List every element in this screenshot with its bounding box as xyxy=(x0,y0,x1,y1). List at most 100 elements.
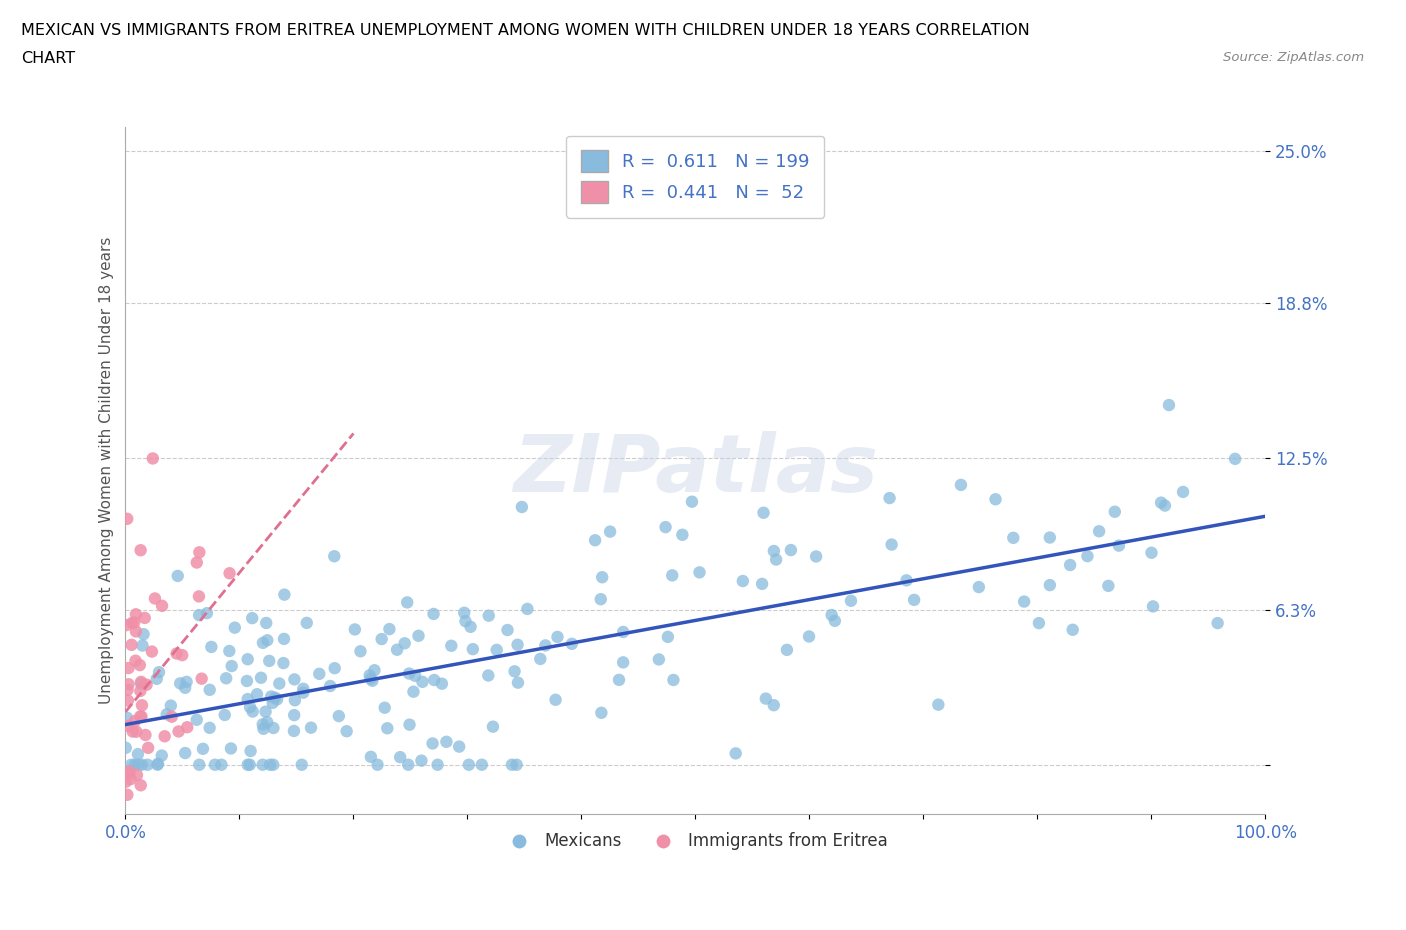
Point xyxy=(477,668,499,683)
Point xyxy=(176,720,198,735)
Point xyxy=(292,682,315,697)
Point xyxy=(374,700,396,715)
Point xyxy=(583,533,606,548)
Point xyxy=(1039,578,1062,592)
Point xyxy=(117,683,139,698)
Point xyxy=(134,610,156,625)
Point xyxy=(120,757,142,772)
Point xyxy=(259,757,281,772)
Point xyxy=(160,698,183,713)
Point xyxy=(599,525,621,539)
Point xyxy=(236,692,259,707)
Point xyxy=(454,614,477,629)
Point xyxy=(501,757,523,772)
Point xyxy=(612,655,634,670)
Point xyxy=(457,757,479,772)
Point xyxy=(752,505,775,520)
Point xyxy=(967,579,990,594)
Point xyxy=(1108,538,1130,553)
Point xyxy=(780,542,803,557)
Point xyxy=(323,549,346,564)
Point xyxy=(124,653,146,668)
Point xyxy=(485,643,508,658)
Point xyxy=(153,729,176,744)
Point xyxy=(426,757,449,772)
Point xyxy=(506,675,529,690)
Point xyxy=(461,642,484,657)
Point xyxy=(1028,616,1050,631)
Point xyxy=(612,625,634,640)
Point xyxy=(198,721,221,736)
Point xyxy=(115,618,138,632)
Point xyxy=(903,592,925,607)
Point xyxy=(141,644,163,659)
Point xyxy=(134,830,156,845)
Text: MEXICAN VS IMMIGRANTS FROM ERITREA UNEMPLOYMENT AMONG WOMEN WITH CHILDREN UNDER : MEXICAN VS IMMIGRANTS FROM ERITREA UNEMP… xyxy=(21,23,1029,38)
Point xyxy=(1157,398,1180,413)
Point xyxy=(148,665,170,680)
Point xyxy=(591,570,613,585)
Point xyxy=(121,637,143,652)
Point xyxy=(269,676,291,691)
Point xyxy=(114,765,136,780)
Point xyxy=(751,577,773,591)
Point xyxy=(266,692,288,707)
Point xyxy=(516,602,538,617)
Point xyxy=(1002,530,1025,545)
Point xyxy=(239,699,262,714)
Point xyxy=(671,527,693,542)
Point xyxy=(190,671,212,686)
Point xyxy=(129,777,152,792)
Point xyxy=(724,746,747,761)
Point xyxy=(434,735,457,750)
Point xyxy=(503,664,526,679)
Point xyxy=(1088,524,1111,538)
Point xyxy=(117,693,139,708)
Point xyxy=(662,672,685,687)
Point xyxy=(117,718,139,733)
Point xyxy=(218,644,240,658)
Point xyxy=(256,632,278,647)
Point xyxy=(252,722,274,737)
Point xyxy=(132,627,155,642)
Point xyxy=(496,622,519,637)
Point xyxy=(125,767,148,782)
Point xyxy=(195,605,218,620)
Point xyxy=(186,555,208,570)
Point xyxy=(776,643,799,658)
Point xyxy=(120,772,142,787)
Point xyxy=(221,658,243,673)
Point xyxy=(291,757,314,772)
Point xyxy=(117,677,139,692)
Point xyxy=(256,715,278,730)
Point xyxy=(131,757,153,772)
Point xyxy=(762,543,785,558)
Legend: Mexicans, Immigrants from Eritrea: Mexicans, Immigrants from Eritrea xyxy=(496,826,894,857)
Point xyxy=(218,565,240,580)
Point xyxy=(252,635,274,650)
Point xyxy=(143,591,166,606)
Point xyxy=(1140,545,1163,560)
Point xyxy=(607,672,630,687)
Point xyxy=(125,607,148,622)
Point xyxy=(1150,495,1173,510)
Point xyxy=(160,710,183,724)
Point xyxy=(118,764,141,779)
Point xyxy=(188,545,211,560)
Point xyxy=(172,647,194,662)
Point xyxy=(292,685,315,700)
Point xyxy=(1154,498,1177,513)
Point xyxy=(1142,599,1164,614)
Point xyxy=(198,683,221,698)
Point xyxy=(236,757,259,772)
Point xyxy=(146,757,169,772)
Point xyxy=(385,643,408,658)
Point xyxy=(215,671,238,685)
Point xyxy=(283,708,305,723)
Point xyxy=(262,757,284,772)
Text: ZIPatlas: ZIPatlas xyxy=(513,432,877,510)
Point xyxy=(186,712,208,727)
Point xyxy=(264,690,287,705)
Point xyxy=(283,672,305,687)
Point xyxy=(239,757,262,772)
